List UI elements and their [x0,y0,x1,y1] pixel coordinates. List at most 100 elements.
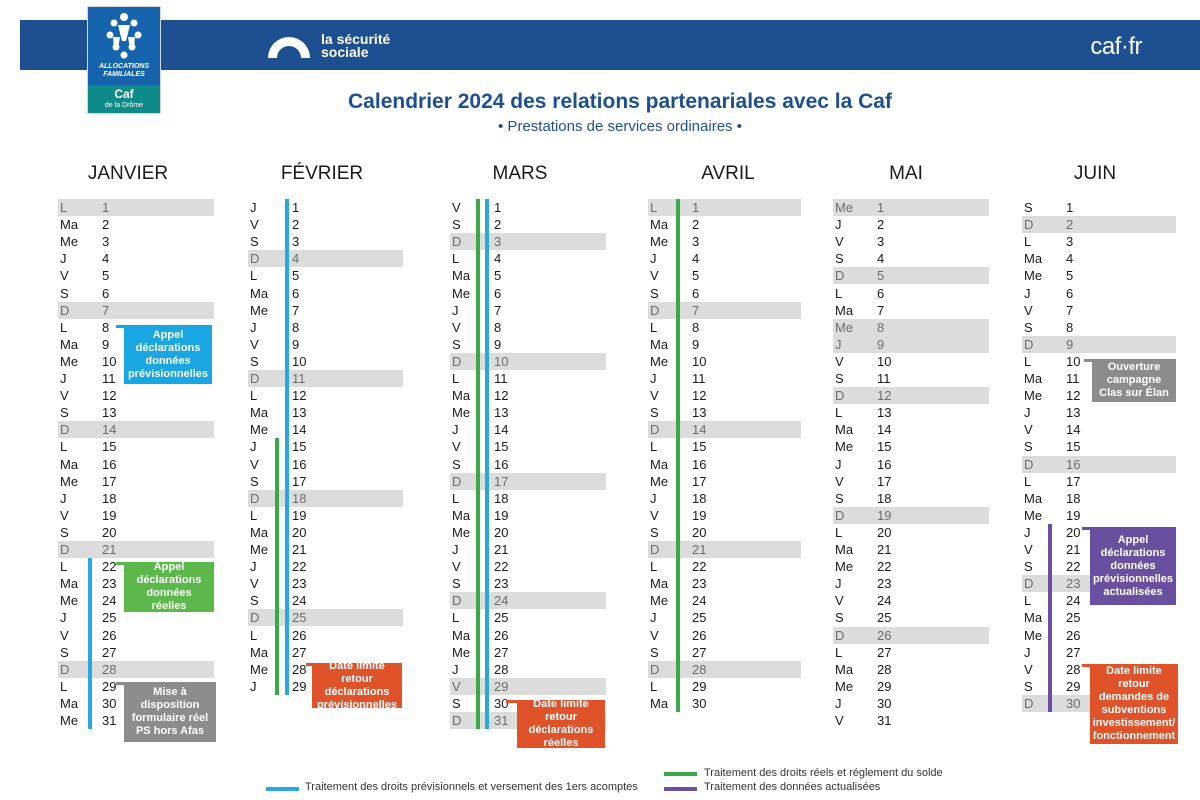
day-number: 15 [494,439,509,455]
calendar-note: Appel déclarations données réelles [124,561,214,612]
day-row: Ma 21 [833,541,989,558]
day-row: Me 3 [58,233,214,250]
note-connector [1084,359,1092,362]
weekday-label: S [650,285,659,301]
weekday-label: J [1024,644,1031,660]
day-number: 31 [102,713,117,728]
day-row: Me 27 [450,644,606,661]
secu-line1: la sécurité [321,31,391,47]
weekday-label: V [835,713,844,728]
day-row: Ma 9 [58,336,214,353]
weekday-label: Me [650,593,669,609]
month-title: FÉVRIER [280,163,364,184]
day-number: 1 [494,200,502,215]
weekday-label: S [835,610,844,626]
day-row: Me 6 [450,285,606,302]
day-row: Me 26 [1022,627,1176,644]
weekday-label: S [1024,319,1033,335]
note-connector [1082,527,1090,530]
day-row: J 11 [58,370,214,387]
day-number: 2 [494,217,502,233]
day-number: 14 [1066,422,1081,438]
day-number: 22 [102,559,117,575]
day-number: 19 [494,507,509,523]
weekday-label: D [60,661,70,677]
day-number: 26 [292,627,307,643]
day-row: Ma 16 [58,456,214,473]
legend-label: Traitement des droits réels et réglement… [704,767,943,779]
day-number: 29 [292,678,307,694]
secu-line2: sociale [321,44,369,60]
weekday-label: D [452,234,462,250]
weekday-label: Ma [60,217,79,233]
period-bar [476,199,480,730]
day-number: 5 [494,268,502,284]
weekday-label: J [60,490,67,506]
day-number: 16 [292,456,307,472]
weekday-label: S [650,524,659,540]
weekday-label: S [452,336,461,352]
day-number: 9 [877,336,885,352]
period-bar [485,199,489,730]
weekday-label: L [60,319,68,335]
legend-label: Traitement des droits prévisionnels et v… [305,781,638,793]
day-row: D 16 [1022,455,1176,473]
weekday-label: Me [1024,388,1043,404]
day-number: 4 [102,251,110,267]
weekday-label: S [60,644,69,660]
month-title: MAI [889,163,923,184]
weekday-label: V [250,456,259,472]
day-number: 7 [494,302,502,318]
calendar-note: Ouverture campagne Clas sur Élan [1092,359,1176,402]
day-number: 7 [1066,302,1074,318]
day-number: 10 [102,353,117,369]
page-subtitle: • Prestations de services ordinaires • [498,118,742,135]
day-row: V 23 [248,575,403,592]
weekday-label: V [452,559,461,575]
weekday-label: D [835,388,845,404]
weekday-label: S [60,524,69,540]
day-row: L 18 [450,490,606,507]
day-row: L 20 [833,524,989,541]
weekday-label: J [250,200,257,215]
day-number: 1 [102,200,110,215]
day-number: 2 [692,217,700,233]
day-row: J 29 [248,678,403,695]
weekday-label: Ma [60,695,79,711]
weekday-label: Me [835,439,854,455]
weekday-label: Ma [1024,490,1043,506]
day-number: 8 [292,319,300,335]
day-row: Me 1 [833,199,989,216]
weekday-label: V [250,217,259,233]
day-row: S 22 [1022,558,1176,575]
day-row: L 15 [648,438,801,455]
day-row: L 29 [58,678,214,695]
day-number: 17 [494,473,509,489]
weekday-label: S [452,695,461,711]
weekday-label: S [452,456,461,472]
day-row: S 20 [648,524,801,541]
weekday-label: D [650,542,660,557]
day-number: 1 [1066,200,1074,215]
weekday-label: Ma [835,302,854,318]
day-row: Ma 30 [58,695,214,712]
day-number: 23 [102,576,117,592]
day-number: 17 [692,473,707,489]
day-row: Ma 28 [833,661,989,678]
day-row: Ma 18 [1022,490,1176,507]
day-number: 19 [292,507,307,523]
calendar-note: Date limite retour demandes de subventio… [1090,664,1178,744]
day-number: 26 [494,627,509,643]
day-row: Ma 19 [450,507,606,524]
weekday-label: Me [1024,507,1043,523]
weekday-label: D [1024,456,1034,472]
weekday-label: Me [250,302,269,318]
day-number: 8 [1066,319,1074,335]
day-number: 18 [1066,490,1081,506]
day-number: 20 [877,524,892,540]
